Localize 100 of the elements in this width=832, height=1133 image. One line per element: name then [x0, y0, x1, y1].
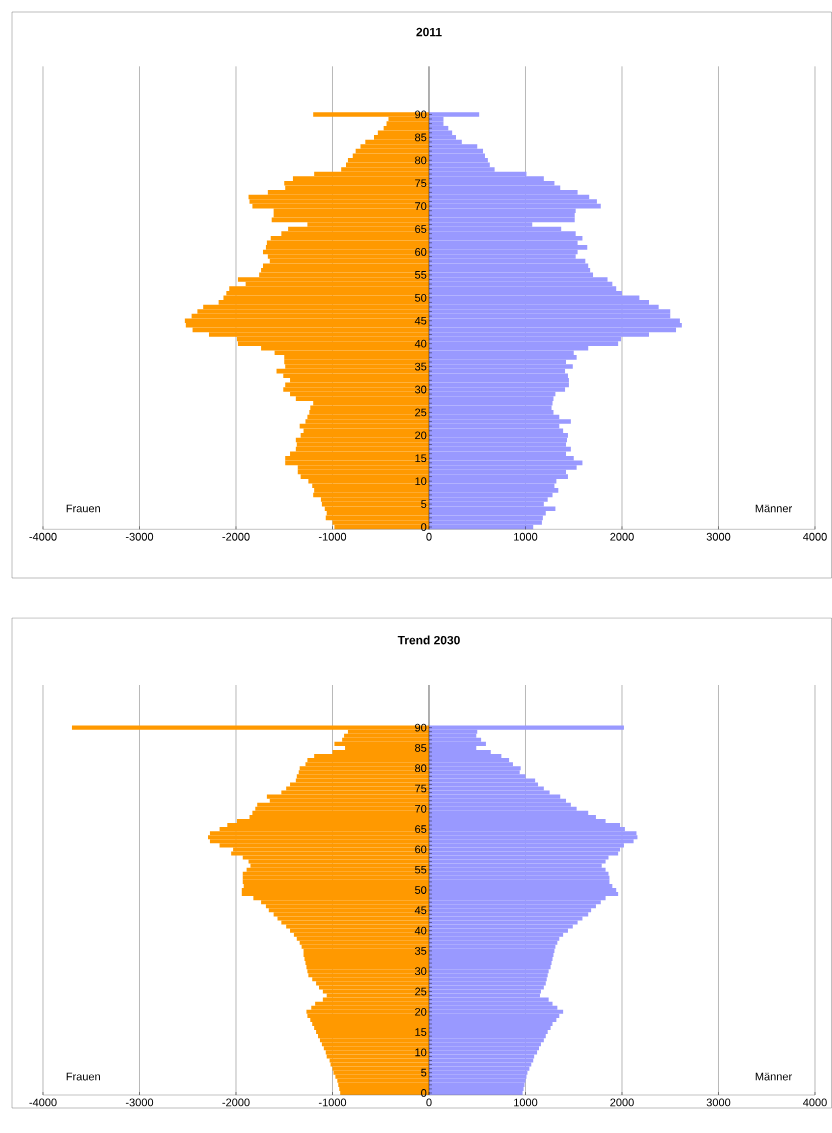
bar [257, 802, 429, 807]
bar [429, 1034, 546, 1039]
y-tick-label: 30 [414, 385, 427, 394]
y-tick-label: 70 [415, 202, 427, 211]
bar [316, 1030, 429, 1035]
bar [429, 1013, 560, 1018]
y-tick-label: 60 [415, 845, 427, 854]
x-tick-label: -2000 [222, 532, 250, 541]
y-tick-label: 5 [421, 500, 427, 508]
bar [429, 733, 477, 738]
bar [241, 892, 429, 897]
bar [429, 355, 577, 360]
bar [184, 318, 429, 324]
y-tick-label: 20 [415, 431, 427, 440]
y-tick-label: 65 [415, 825, 427, 834]
bar [303, 948, 429, 953]
bar [429, 831, 637, 836]
annotation: Frauen [66, 504, 100, 513]
bar [309, 410, 429, 415]
x-tick-label: -1000 [318, 1098, 347, 1107]
bar [429, 1070, 528, 1075]
bar [307, 758, 429, 763]
bar [429, 483, 555, 489]
bar [429, 387, 566, 392]
bar [312, 1021, 429, 1026]
y-tick-label: 25 [415, 408, 427, 417]
bar [429, 952, 554, 957]
bar [429, 936, 560, 941]
y-tick-label: 45 [414, 906, 427, 915]
bar [429, 1021, 553, 1026]
bar [226, 290, 429, 296]
bar [429, 1026, 551, 1031]
bar [429, 973, 548, 978]
bar [429, 948, 555, 953]
bar [429, 863, 602, 868]
bar [429, 912, 589, 917]
x-tick-label: 1000 [514, 1098, 538, 1107]
x-tick-label: 2000 [610, 532, 634, 541]
x-tick-label: -3000 [125, 532, 154, 541]
bar [429, 1066, 530, 1071]
y-tick-label: 85 [415, 133, 427, 142]
x-tick-label: 4000 [803, 532, 827, 541]
bar [321, 1042, 429, 1047]
bar [429, 419, 571, 424]
y-tick-label: 35 [414, 362, 427, 371]
x-tick-label: -3000 [125, 1098, 154, 1107]
bar [315, 1001, 429, 1006]
bar [429, 1030, 548, 1035]
bar [429, 1086, 524, 1091]
bar [344, 733, 429, 738]
x-tick-label: -2000 [222, 1098, 250, 1107]
bar [429, 1046, 539, 1051]
bar [429, 1054, 535, 1059]
bar [429, 944, 556, 949]
bar [429, 932, 564, 937]
y-tick-label: 75 [415, 179, 427, 188]
bar [429, 940, 558, 945]
bar [429, 956, 553, 962]
bar [305, 961, 429, 966]
bar [316, 981, 429, 986]
bar [312, 483, 429, 489]
bar [307, 969, 429, 974]
bar [325, 1050, 429, 1055]
chart-title: 2011 [416, 27, 442, 37]
bar [429, 1050, 538, 1055]
bar [209, 831, 429, 836]
bar [298, 770, 429, 775]
bar [429, 130, 453, 136]
bar [242, 879, 429, 884]
y-tick-label: 5 [421, 1068, 427, 1077]
bar [255, 806, 429, 811]
bar [241, 887, 429, 893]
annotation: Männer [755, 1072, 792, 1081]
y-tick-label: 15 [415, 1028, 427, 1036]
bar [429, 1017, 557, 1022]
bar [208, 835, 429, 840]
bar [285, 455, 429, 461]
bar [429, 981, 546, 986]
x-tick-label: -1000 [318, 532, 347, 541]
y-tick-label: 20 [415, 1007, 427, 1016]
bar [290, 928, 429, 933]
x-tick-label: 1000 [514, 532, 538, 541]
bar [429, 892, 619, 897]
y-tick-label: 45 [414, 316, 427, 325]
bar [429, 1009, 564, 1014]
bar [296, 936, 429, 941]
bar [310, 1017, 429, 1022]
x-tick-label: -4000 [29, 532, 57, 541]
y-tick-label: 50 [415, 293, 427, 302]
bar [429, 725, 624, 730]
bar [429, 1074, 527, 1079]
bar [267, 254, 429, 259]
bar [429, 961, 552, 966]
bar [242, 875, 429, 880]
bar [71, 725, 429, 730]
bar [429, 908, 592, 913]
x-tick-label: 2000 [610, 1098, 634, 1107]
bar [429, 1062, 532, 1067]
bar [429, 741, 486, 746]
bar [249, 199, 429, 204]
